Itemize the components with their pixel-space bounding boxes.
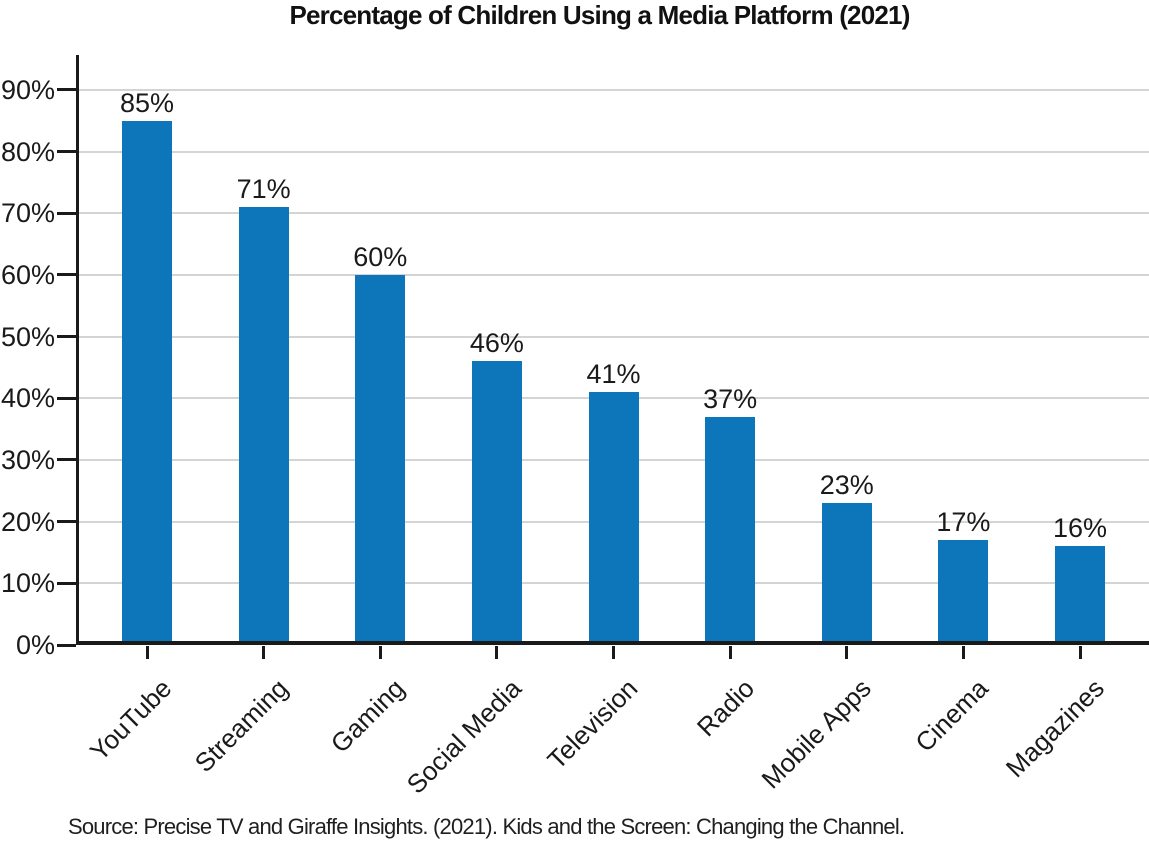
- bar-value-label-television: 41%: [586, 359, 641, 390]
- bar-value-label-streaming: 71%: [236, 174, 291, 205]
- y-tick-label-20: 20%: [0, 506, 55, 537]
- y-tick-30: [57, 458, 76, 462]
- x-category-label-cinema: Cinema: [909, 673, 994, 758]
- x-tick-cinema: [961, 646, 965, 659]
- y-tick-50: [57, 335, 76, 339]
- x-tick-streaming: [262, 646, 266, 659]
- y-tick-label-90: 90%: [0, 74, 55, 105]
- bar-value-label-cinema: 17%: [936, 507, 991, 538]
- x-category-label-youtube: YouTube: [83, 673, 178, 767]
- y-tick-40: [57, 396, 76, 400]
- x-tick-television: [612, 646, 616, 659]
- bar-youtube: [122, 120, 172, 645]
- y-tick-80: [57, 150, 76, 154]
- bar-television: [588, 392, 639, 645]
- x-category-label-magazines: Magazines: [1000, 673, 1111, 784]
- bar-value-label-social-media: 46%: [469, 328, 524, 359]
- x-category-label-television: Television: [541, 673, 644, 775]
- x-category-label-social-media: Social Media: [400, 673, 528, 800]
- y-tick-label-10: 10%: [0, 568, 55, 599]
- bar-cinema: [938, 540, 989, 645]
- x-tick-social-media: [495, 646, 499, 659]
- x-tick-youtube: [145, 646, 149, 659]
- bar-value-label-gaming: 60%: [353, 241, 408, 272]
- x-category-label-radio: Radio: [691, 673, 761, 743]
- x-category-label-gaming: Gaming: [324, 673, 411, 759]
- x-tick-magazines: [1078, 646, 1082, 659]
- bar-value-label-youtube: 85%: [119, 87, 175, 118]
- y-tick-label-40: 40%: [0, 383, 55, 414]
- y-tick-label-0: 0%: [15, 630, 55, 660]
- gridline-60: [79, 273, 1149, 276]
- x-category-label-streaming: Streaming: [188, 673, 294, 779]
- x-axis-line: [76, 641, 1149, 645]
- y-tick-label-80: 80%: [0, 136, 55, 167]
- gridline-50: [79, 335, 1149, 338]
- chart-title: Percentage of Children Using a Media Pla…: [289, 0, 910, 30]
- bar-value-label-radio: 37%: [703, 383, 758, 414]
- y-axis-line: [76, 55, 79, 645]
- bar-social-media: [471, 361, 522, 645]
- bar-streaming: [238, 207, 289, 645]
- gridline-90: [79, 88, 1149, 91]
- x-tick-radio: [728, 646, 732, 659]
- y-tick-20: [57, 520, 76, 524]
- bar-gaming: [355, 274, 406, 645]
- bar-mobile-apps: [821, 503, 872, 645]
- y-tick-label-60: 60%: [0, 259, 55, 290]
- source-citation: Source: Precise TV and Giraffe Insights.…: [68, 814, 905, 839]
- x-tick-gaming: [378, 646, 382, 659]
- bar-magazines: [1055, 546, 1106, 645]
- y-tick-label-30: 30%: [0, 444, 55, 475]
- y-tick-0: [57, 643, 76, 647]
- y-tick-10: [57, 581, 76, 585]
- y-tick-60: [57, 273, 76, 277]
- y-tick-90: [57, 88, 76, 92]
- y-tick-label-50: 50%: [0, 321, 55, 352]
- gridline-80: [79, 150, 1149, 153]
- y-tick-label-70: 70%: [0, 198, 55, 229]
- bar-value-label-magazines: 16%: [1053, 513, 1108, 544]
- x-tick-mobile-apps: [845, 646, 849, 659]
- bar-value-label-mobile-apps: 23%: [819, 470, 874, 501]
- gridline-70: [79, 212, 1149, 215]
- y-tick-70: [57, 211, 76, 215]
- x-category-label-mobile-apps: Mobile Apps: [755, 673, 877, 795]
- bar-radio: [705, 416, 756, 645]
